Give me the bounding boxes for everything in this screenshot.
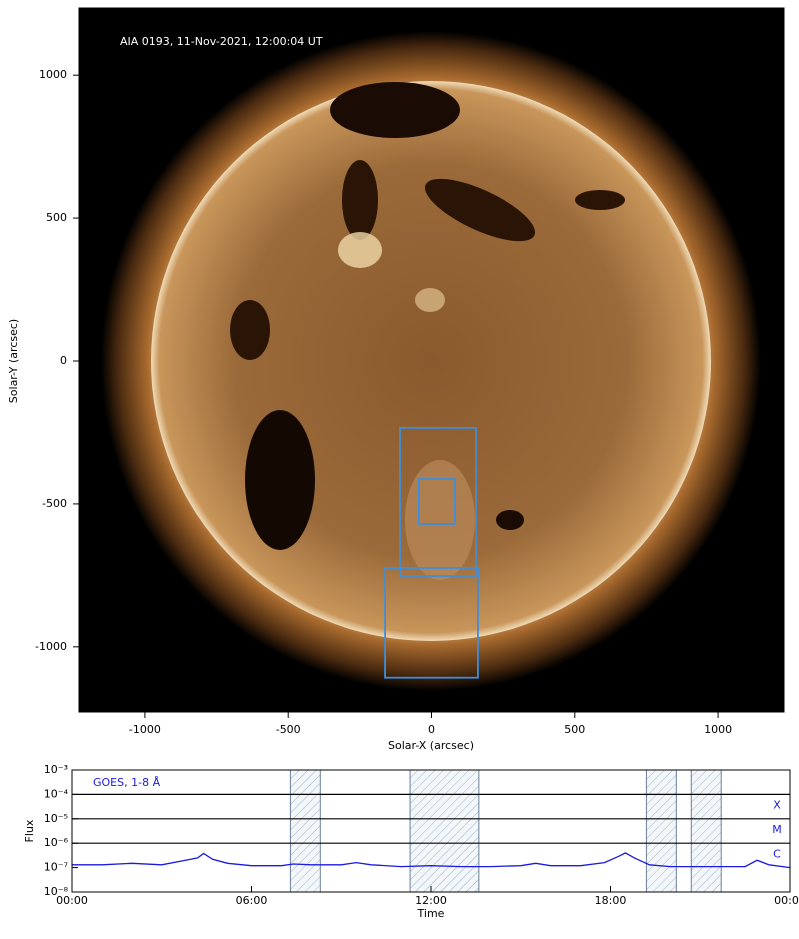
x-tick-label: 1000: [704, 723, 732, 736]
y-axis-label: Solar-Y (arcsec): [7, 319, 20, 403]
x-tick-label: 12:00: [415, 894, 447, 907]
y-axis-label: Flux: [23, 819, 36, 842]
y-tick-label: 0: [60, 354, 67, 367]
y-tick-label: 10⁻⁸: [44, 885, 69, 898]
x-tick-label: 00:00: [56, 894, 88, 907]
class-label: X: [773, 799, 781, 812]
goes-annotation: GOES, 1-8 Å: [93, 776, 161, 789]
shaded-interval: [409, 769, 480, 893]
region-box: [399, 426, 477, 577]
axes-frame: [71, 769, 791, 893]
y-tick-label: 10⁻⁶: [44, 836, 69, 849]
y-tick-label: 10⁻⁵: [44, 812, 68, 825]
x-tick-label: -500: [276, 723, 301, 736]
goes-flux-line: [72, 852, 791, 869]
region-box: [384, 567, 479, 679]
shaded-interval: [289, 769, 321, 893]
region-box: [417, 478, 456, 525]
y-tick-label: 500: [46, 211, 67, 224]
y-tick-label: -1000: [35, 640, 67, 653]
y-tick-label: 10⁻⁷: [44, 861, 68, 874]
shaded-interval: [645, 769, 677, 893]
x-tick-label: 0: [428, 723, 435, 736]
y-tick-label: 10⁻³: [44, 763, 68, 776]
x-tick-label: -1000: [129, 723, 161, 736]
x-axis-label: Solar-X (arcsec): [388, 739, 474, 752]
x-tick-label: 500: [564, 723, 585, 736]
solar-image: [79, 8, 784, 712]
shaded-interval: [690, 769, 722, 893]
x-tick-label: 00:00: [774, 894, 799, 907]
y-tick-label: -500: [42, 497, 67, 510]
class-label: M: [772, 823, 782, 836]
y-tick-label: 1000: [39, 68, 67, 81]
image-annotation: AIA 0193, 11-Nov-2021, 12:00:04 UT: [120, 35, 323, 48]
class-label: C: [773, 847, 781, 860]
x-axis-label: Time: [417, 907, 445, 920]
x-tick-label: 06:00: [236, 894, 268, 907]
x-tick-label: 18:00: [595, 894, 627, 907]
y-tick-label: 10⁻⁴: [44, 787, 69, 800]
